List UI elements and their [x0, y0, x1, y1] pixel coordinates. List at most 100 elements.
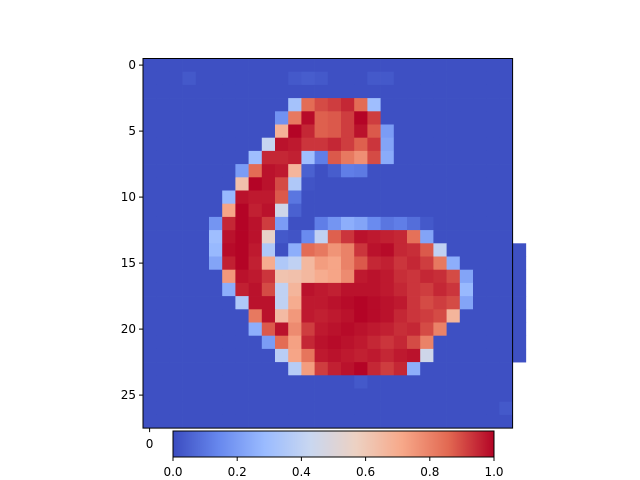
heatmap-cell: [486, 230, 500, 244]
heatmap-cell: [182, 269, 197, 284]
heatmap-cell: [341, 164, 355, 178]
heatmap-cell: [301, 84, 315, 99]
heatmap-cell: [407, 150, 421, 165]
heatmap-cell: [446, 230, 461, 244]
heatmap-cell: [314, 375, 329, 389]
heatmap-cell: [222, 137, 236, 152]
heatmap-cell: [446, 322, 461, 337]
heatmap-cell: [407, 414, 421, 429]
heatmap-cell: [314, 414, 329, 429]
heatmap-cell: [288, 203, 302, 218]
heatmap-cell: [341, 190, 355, 205]
heatmap-cell: [156, 375, 170, 389]
heatmap-cell: [486, 388, 500, 403]
heatmap-cell: [288, 216, 302, 231]
heatmap-cell: [380, 362, 395, 376]
heatmap-cell: [459, 150, 474, 165]
heatmap-cell: [473, 164, 487, 178]
heatmap-cell: [222, 98, 236, 112]
heatmap-cell: [486, 282, 500, 297]
heatmap-cell: [367, 309, 381, 323]
heatmap-cell: [367, 177, 381, 191]
heatmap-cell: [380, 256, 395, 271]
heatmap-cell: [222, 375, 236, 389]
heatmap-cell: [248, 348, 263, 363]
heatmap-cell: [486, 348, 500, 363]
heatmap-cell: [446, 256, 461, 271]
heatmap-cell: [261, 256, 276, 271]
heatmap-cell: [367, 124, 381, 139]
heatmap-cell: [407, 124, 421, 139]
heatmap-cell: [195, 388, 210, 403]
heatmap-cell: [209, 58, 223, 73]
heatmap-cell: [354, 414, 368, 429]
heatmap-cell: [446, 98, 461, 112]
heatmap-cell: [354, 111, 368, 125]
heatmap-cell: [512, 256, 527, 271]
heatmap-cell: [433, 111, 447, 125]
heatmap-cell: [327, 216, 342, 231]
heatmap-cell: [407, 98, 421, 112]
heatmap-cell: [182, 71, 197, 86]
heatmap-cell: [459, 401, 474, 416]
heatmap-cell: [473, 230, 487, 244]
heatmap-cell: [143, 230, 157, 244]
heatmap-cell: [301, 98, 315, 112]
heatmap-cell: [407, 388, 421, 403]
heatmap-cell: [169, 362, 183, 376]
heatmap-cell: [393, 243, 408, 257]
colorbar-tick-label: 0.0: [163, 465, 182, 479]
heatmap-cell: [393, 177, 408, 191]
heatmap-cell: [169, 98, 183, 112]
heatmap-cell: [486, 362, 500, 376]
heatmap-cell: [261, 243, 276, 257]
heatmap-cell: [314, 216, 329, 231]
heatmap-cell: [473, 111, 487, 125]
heatmap-cell: [235, 309, 249, 323]
heatmap-cell: [222, 58, 236, 73]
heatmap-cell: [499, 203, 513, 218]
heatmap-cell: [169, 203, 183, 218]
heatmap-cell: [341, 375, 355, 389]
heatmap-cell: [420, 150, 434, 165]
heatmap-cell: [248, 164, 263, 178]
heatmap-cell: [288, 58, 302, 73]
heatmap-cell: [486, 98, 500, 112]
heatmap-cell: [169, 230, 183, 244]
heatmap-cell: [420, 296, 434, 310]
heatmap-cell: [222, 71, 236, 86]
heatmap-cell: [393, 375, 408, 389]
heatmap-cell: [407, 401, 421, 416]
heatmap-cell: [433, 269, 447, 284]
heatmap-cell: [380, 98, 395, 112]
heatmap-cell: [143, 243, 157, 257]
heatmap-cell: [156, 414, 170, 429]
heatmap-cell: [261, 230, 276, 244]
heatmap-cell: [354, 256, 368, 271]
heatmap-cell: [486, 111, 500, 125]
heatmap-cell: [235, 111, 249, 125]
heatmap-cell: [367, 375, 381, 389]
heatmap-cell: [459, 164, 474, 178]
heatmap-cell: [169, 256, 183, 271]
heatmap-cell: [393, 203, 408, 218]
heatmap-cell: [288, 230, 302, 244]
heatmap-cell: [486, 58, 500, 73]
heatmap-cell: [512, 243, 527, 257]
heatmap-cell: [341, 230, 355, 244]
heatmap-cell: [314, 362, 329, 376]
heatmap-cell: [486, 164, 500, 178]
heatmap-cell: [248, 137, 263, 152]
heatmap-cell: [143, 216, 157, 231]
heatmap-cell: [499, 401, 513, 416]
heatmap-cell: [235, 203, 249, 218]
heatmap-cell: [327, 282, 342, 297]
heatmap-cell: [473, 401, 487, 416]
heatmap-cell: [209, 124, 223, 139]
heatmap-cell: [393, 230, 408, 244]
heatmap-cell: [235, 256, 249, 271]
heatmap-cell: [222, 269, 236, 284]
heatmap-cell: [182, 322, 197, 337]
heatmap-cell: [169, 388, 183, 403]
heatmap-cell: [301, 322, 315, 337]
